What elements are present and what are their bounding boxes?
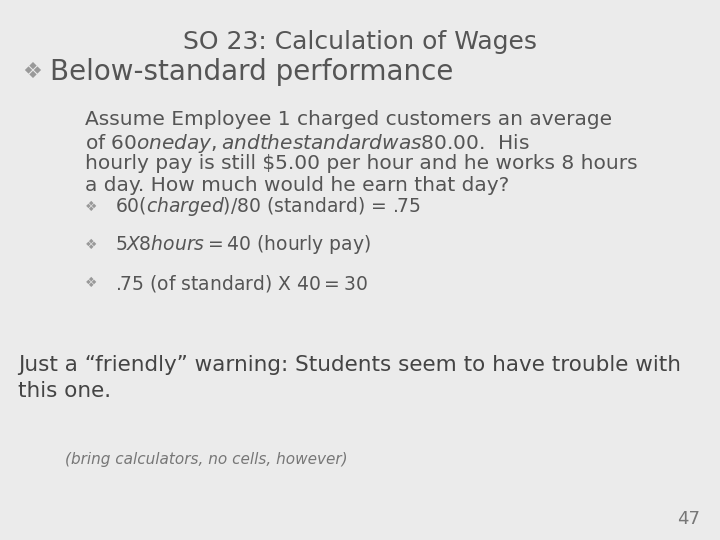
Text: Assume Employee 1 charged customers an average: Assume Employee 1 charged customers an a… [85, 110, 612, 129]
Text: $60 (charged)/$80 (standard) = .75: $60 (charged)/$80 (standard) = .75 [115, 195, 420, 219]
Text: of $60 one day, and the standard was $80.00.  His: of $60 one day, and the standard was $80… [85, 132, 530, 155]
Text: ❖: ❖ [85, 276, 97, 290]
Text: .75 (of standard) X $40 = $30: .75 (of standard) X $40 = $30 [115, 273, 368, 294]
Text: Just a “friendly” warning: Students seem to have trouble with: Just a “friendly” warning: Students seem… [18, 355, 681, 375]
Text: ❖: ❖ [85, 238, 97, 252]
Text: $5 X 8 hours = $40 (hourly pay): $5 X 8 hours = $40 (hourly pay) [115, 233, 371, 256]
Text: hourly pay is still $5.00 per hour and he works 8 hours: hourly pay is still $5.00 per hour and h… [85, 154, 638, 173]
Text: a day. How much would he earn that day?: a day. How much would he earn that day? [85, 176, 509, 195]
Text: 47: 47 [677, 510, 700, 528]
Text: (bring calculators, no cells, however): (bring calculators, no cells, however) [65, 452, 348, 467]
Text: ❖: ❖ [22, 62, 42, 82]
Text: Below-standard performance: Below-standard performance [50, 58, 454, 86]
Text: SO 23: Calculation of Wages: SO 23: Calculation of Wages [183, 30, 537, 54]
Text: this one.: this one. [18, 381, 111, 401]
Text: ❖: ❖ [85, 200, 97, 214]
